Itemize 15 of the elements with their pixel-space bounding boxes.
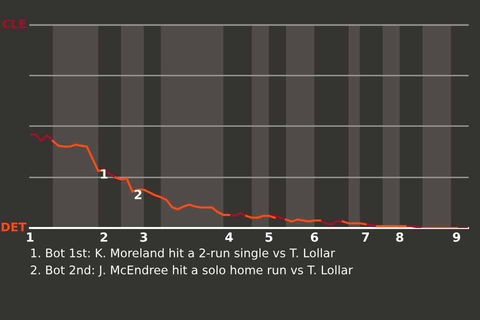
x-tick-label: 1 xyxy=(27,232,34,242)
text: DET xyxy=(2,222,26,232)
x-tick-label: 5 xyxy=(266,232,272,242)
x-tick-label: 4 xyxy=(225,232,233,242)
x-tick-label: 7 xyxy=(362,232,369,242)
x-tick-label: 3 xyxy=(140,232,148,242)
x-tick-label: 9 xyxy=(452,232,460,242)
x-tick-label: 2 xyxy=(100,232,108,242)
x-tick-label: 6 xyxy=(310,232,318,242)
annotation: 1 xyxy=(101,169,108,179)
ref-line-label: CLE xyxy=(2,19,26,28)
annotation: 2 xyxy=(134,190,142,200)
text: 1. Bot 1st: K. Moreland hit a 2-run single vs T. Lollar xyxy=(31,248,336,260)
text: 2. Bot 2nd: J. McEndree hit a solo home run vs T. Lollar xyxy=(30,265,353,277)
x-tick-label: 8 xyxy=(396,232,404,242)
